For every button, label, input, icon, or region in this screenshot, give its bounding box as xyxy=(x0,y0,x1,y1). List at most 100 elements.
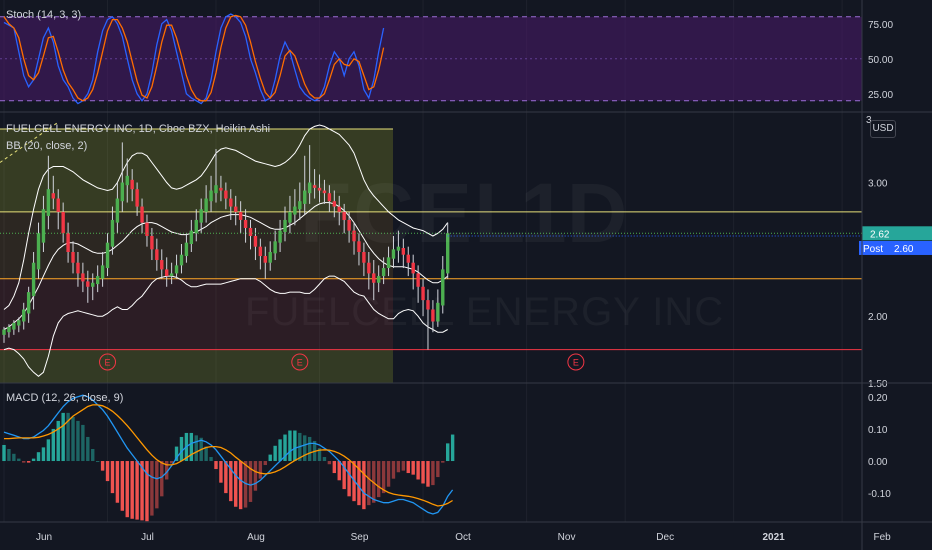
macd-histogram-bar xyxy=(367,461,371,506)
macd-histogram-bar xyxy=(12,453,16,462)
zone-bottom xyxy=(0,349,393,383)
macd-histogram-bar xyxy=(130,461,134,519)
candle-body xyxy=(243,219,248,228)
macd-histogram-bar xyxy=(441,461,445,463)
macd-histogram-bar xyxy=(51,428,55,462)
macd-histogram-bar xyxy=(278,439,282,462)
earnings-marker-label: E xyxy=(297,358,303,368)
candle-body xyxy=(357,241,361,253)
macd-histogram-bar xyxy=(411,461,415,475)
candle-body xyxy=(337,206,341,212)
candle-body xyxy=(214,185,218,194)
candle-body xyxy=(362,252,366,263)
candle-body xyxy=(268,252,272,263)
macd-histogram-bar xyxy=(61,412,65,462)
candle-body xyxy=(86,281,90,287)
time-axis-label: 2021 xyxy=(763,532,786,543)
macd-histogram-bar xyxy=(26,461,31,463)
macd-histogram-bar xyxy=(31,458,36,462)
bb-legend[interactable]: BB (20, close, 2) xyxy=(6,140,87,152)
candle-body xyxy=(199,209,203,223)
candle-body xyxy=(125,175,129,186)
candle-body xyxy=(17,320,21,326)
stoch-legend[interactable]: Stoch (14, 3, 3) xyxy=(6,9,81,21)
macd-histogram-bar xyxy=(115,461,120,503)
price-tick-label: 3.00 xyxy=(868,179,888,190)
candle-body xyxy=(396,246,401,251)
macd-histogram-bar xyxy=(160,461,164,497)
candle-body xyxy=(406,254,410,263)
candle-body xyxy=(303,190,307,204)
candle-body xyxy=(95,276,100,285)
macd-histogram-bar xyxy=(189,432,194,462)
macd-histogram-bar xyxy=(332,461,337,474)
macd-histogram-bar xyxy=(194,435,198,462)
stoch-k-line xyxy=(3,13,385,105)
macd-histogram-bar xyxy=(71,416,75,462)
macd-histogram-bar xyxy=(145,461,149,522)
candle-body xyxy=(71,252,75,263)
candle-body xyxy=(140,206,144,223)
macd-histogram-bar xyxy=(214,461,218,470)
time-axis-label: Oct xyxy=(455,532,471,543)
candle-body xyxy=(312,185,317,188)
candle-body xyxy=(278,230,282,243)
bb-title: BB (20, close, 2) xyxy=(6,140,88,152)
macd-histogram-bar xyxy=(150,461,154,516)
earnings-marker xyxy=(99,353,117,371)
macd-tick-label: 0.00 xyxy=(868,457,888,468)
candle-body xyxy=(234,206,238,212)
candle-body xyxy=(298,201,302,210)
candle-body xyxy=(36,233,41,270)
time-axis-label: Nov xyxy=(558,532,576,543)
macd-histogram-bar xyxy=(372,461,376,503)
candle-body xyxy=(307,182,312,194)
currency-button[interactable]: USD xyxy=(870,120,896,138)
macd-signal-line xyxy=(4,404,453,507)
macd-histogram-bar xyxy=(209,457,213,462)
candle-body xyxy=(401,248,406,255)
price-tick-label-top: 3 xyxy=(866,115,872,126)
macd-line xyxy=(3,394,454,515)
macd-histogram-bar xyxy=(174,446,179,462)
post-price-label: 2.60 xyxy=(894,244,914,255)
zone-lower xyxy=(0,278,393,350)
zone-upper xyxy=(0,129,393,212)
candle-body xyxy=(293,206,297,215)
candle-body xyxy=(7,326,11,333)
macd-histogram-bar xyxy=(100,461,105,471)
price-legend[interactable]: FUELCELL ENERGY INC, 1D, Cboe BZX, Heiki… xyxy=(6,123,270,135)
candle-body xyxy=(381,268,386,277)
macd-histogram-bar xyxy=(86,436,90,462)
price-tick-label: 1.50 xyxy=(868,379,888,390)
candle-body xyxy=(184,242,189,257)
candle-body xyxy=(238,211,243,220)
macd-histogram-bar xyxy=(357,461,361,506)
candle-body xyxy=(317,187,322,191)
macd-histogram-bar xyxy=(293,430,297,462)
candle-body xyxy=(2,329,6,335)
candle-body xyxy=(110,219,115,247)
macd-histogram-bar xyxy=(81,424,85,462)
macd-histogram-bar xyxy=(229,461,233,502)
candle-body xyxy=(41,209,46,243)
macd-histogram-bar xyxy=(396,461,401,473)
candle-body xyxy=(105,242,110,269)
candle-body xyxy=(224,190,228,199)
macd-histogram-bar xyxy=(391,461,396,479)
macd-histogram-bar xyxy=(219,461,223,483)
macd-legend[interactable]: MACD (12, 26, close, 9) xyxy=(6,392,123,404)
candle-body xyxy=(81,273,85,282)
macd-histogram-bar xyxy=(2,444,6,462)
candle-body xyxy=(347,219,351,231)
macd-histogram-bar xyxy=(268,454,272,462)
candle-body xyxy=(135,189,139,207)
candle-body xyxy=(100,265,105,279)
macd-histogram-bar xyxy=(169,461,174,464)
macd-tick-label: 0.20 xyxy=(868,393,888,404)
macd-histogram-bar xyxy=(120,461,125,511)
macd-histogram-bar xyxy=(125,461,129,518)
candle-body xyxy=(61,211,65,234)
macd-histogram-bar xyxy=(91,448,95,462)
